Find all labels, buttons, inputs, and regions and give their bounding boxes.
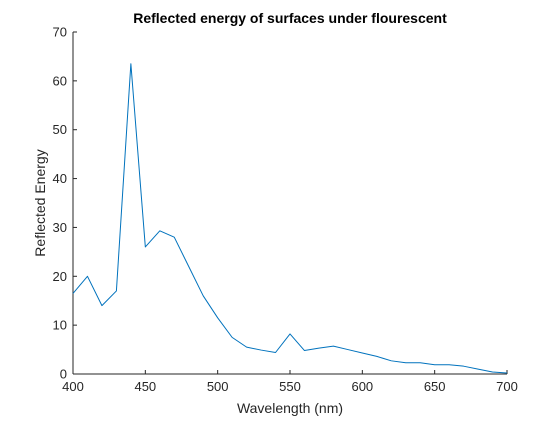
y-axis-ticks: 0 10 20 30 40 50 60 70 [53,25,77,382]
x-tick-label: 450 [134,379,156,394]
y-axis-label: Reflected Energy [32,149,48,256]
x-tick-label: 500 [207,379,229,394]
x-axis-ticks: 400 450 500 550 600 650 700 [62,370,518,394]
y-tick-label: 40 [53,171,67,186]
series-line [72,63,508,374]
plot-area [73,32,507,374]
x-tick-label: 650 [424,379,446,394]
series-group [72,63,508,374]
y-tick-label: 60 [53,73,67,88]
y-tick-label: 70 [53,25,67,40]
chart-title: Reflected energy of surfaces under flour… [133,10,447,26]
y-tick-label: 0 [60,367,67,382]
x-tick-label: 550 [279,379,301,394]
y-tick-label: 20 [53,269,67,284]
x-axis-label: Wavelength (nm) [237,400,343,416]
y-tick-label: 30 [53,220,67,235]
x-tick-label: 400 [62,379,84,394]
y-tick-label: 50 [53,122,67,137]
y-tick-label: 10 [53,318,67,333]
x-tick-label: 600 [351,379,373,394]
x-tick-label: 700 [496,379,518,394]
